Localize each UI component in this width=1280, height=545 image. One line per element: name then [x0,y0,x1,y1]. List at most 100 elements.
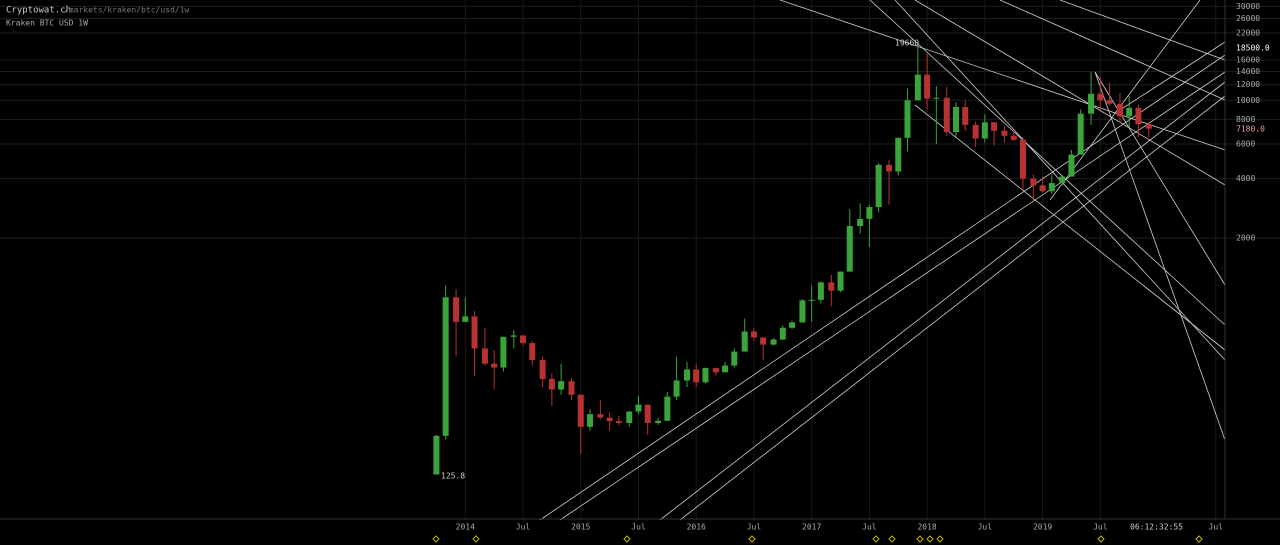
event-marker[interactable] [888,535,896,543]
event-markers [432,535,1203,543]
y-tick-label: 12000 [1236,80,1260,89]
last-price-label: 7180.0 [1236,125,1265,134]
candle-body [442,297,449,436]
x-tick-label: Jul [516,523,531,532]
candle-body [857,218,864,227]
candle-body [866,207,873,219]
candle-body [510,335,517,337]
candle-body [615,421,622,423]
x-tick-label: Jul [1209,523,1224,532]
event-marker[interactable] [1195,535,1203,543]
x-tick-label: Jul [1093,523,1108,532]
candle-body [722,365,729,373]
candle-body [702,368,709,383]
candle-body [683,369,690,381]
candle-body [837,271,844,291]
trendline [659,81,1226,521]
candle-body [481,348,488,364]
candle-body [1077,113,1084,155]
candle-body [846,226,853,272]
y-tick-label: 2000 [1236,233,1255,242]
candle-body [712,368,719,373]
event-marker[interactable] [936,535,944,543]
trendline [914,104,1226,351]
candle-body [750,331,757,338]
y-tick-label: 4000 [1236,174,1255,183]
candle-body [1145,124,1152,129]
candle-body [1001,130,1008,136]
candle-body [635,404,642,412]
site-name[interactable]: Cryptowat.ch [6,6,71,16]
candle-body [626,411,633,423]
candle-body [952,106,959,133]
x-tick-label: Jul [631,523,646,532]
candle-body [471,316,478,349]
candle-body [1059,176,1066,184]
candle-body [962,106,969,125]
market-label: Kraken BTC USD 1W [6,19,88,28]
trendline [869,0,1226,326]
candle-body [817,282,824,300]
event-marker[interactable] [926,535,934,543]
candle-body [1010,135,1017,140]
candle-body [799,300,806,323]
candle-body [1126,107,1133,117]
event-marker[interactable] [432,535,440,543]
x-tick-label: Jul [978,523,993,532]
trendline [1059,0,1226,61]
y-tick-label: 10000 [1236,96,1260,105]
candle-body [1116,103,1123,117]
candle-body [453,297,460,322]
y-tick-label: 6000 [1236,139,1255,148]
x-tick-label: 2016 [687,523,706,532]
y-tick-label: 22000 [1236,28,1260,37]
candle-body [673,380,680,397]
x-tick-label: 2018 [917,523,936,532]
countdown-box [1128,521,1174,533]
candle-body [577,394,584,427]
candle-body [606,417,613,422]
candle-body [1106,100,1113,104]
y-tick-label: 14000 [1236,67,1260,76]
event-marker[interactable] [623,535,631,543]
candle-body [779,327,786,340]
x-tick-label: Jul [862,523,877,532]
candle-body [914,74,921,101]
high-label: 19660 [895,39,919,48]
candles [433,42,1152,475]
candle-body [529,343,536,361]
candle-body [586,414,593,427]
candle-body [991,122,998,131]
candle-body [1097,93,1104,101]
candle-body [558,381,565,390]
candle-body [904,100,911,138]
candle-body [731,351,738,366]
candle-body [981,122,988,139]
candle-body [886,164,893,172]
candle-body [770,339,777,345]
candle-body [500,336,507,368]
event-marker[interactable] [472,535,480,543]
trendline [914,0,1226,186]
candle-body [597,414,604,418]
candle-body [1088,93,1095,114]
candle-body [924,74,931,99]
event-marker[interactable] [748,535,756,543]
countdown: 06:12:32:55 [1130,523,1183,532]
trendline [999,0,1226,101]
y-tick-label: 16000 [1236,56,1260,65]
cursor-label: 18500.0 [1236,44,1270,53]
event-marker[interactable] [872,535,880,543]
event-marker[interactable] [1097,535,1105,543]
trendline [559,71,1226,521]
candle-body [741,331,748,352]
low-label: 125.8 [441,472,465,481]
y-tick-label: 26000 [1236,14,1260,23]
candle-body [760,337,767,345]
event-marker[interactable] [916,535,924,543]
candle-body [1019,139,1026,179]
x-tick-label: 2015 [571,523,590,532]
trendlines [539,0,1226,521]
